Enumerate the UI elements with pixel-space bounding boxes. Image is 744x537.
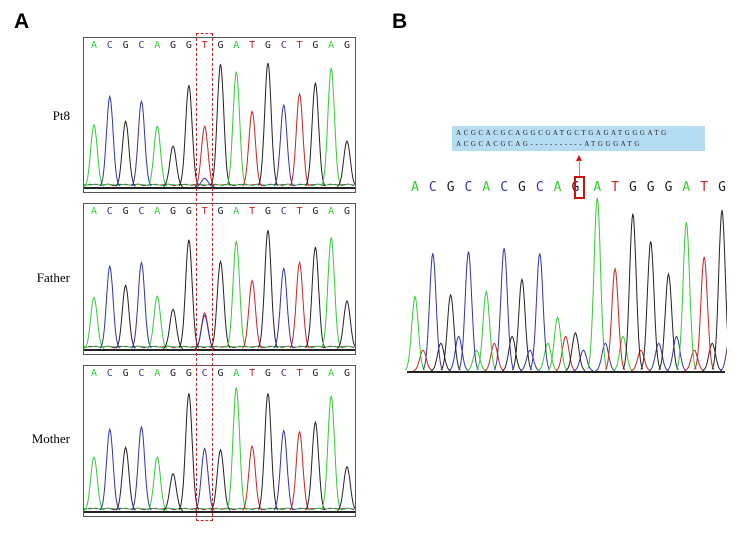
base-call: C — [500, 180, 509, 195]
panel-label-a: A — [14, 10, 30, 33]
base-call: G — [185, 206, 192, 217]
base-call: A — [328, 368, 335, 379]
base-call: A — [154, 368, 161, 379]
base-call: A — [233, 206, 240, 217]
base-call: C — [535, 180, 544, 195]
base-call: T — [201, 40, 208, 51]
base-call: A — [328, 40, 335, 51]
base-call: A — [682, 180, 691, 195]
base-call: A — [328, 206, 335, 217]
sample-label-mother: Mother — [31, 431, 70, 446]
base-call: C — [138, 206, 145, 217]
base-call: G — [122, 368, 129, 379]
base-call: G — [312, 206, 319, 217]
sample-label-father: Father — [36, 270, 70, 285]
reference-sequence: ACGCACGCAGGCGATGCTGAGATGGGATG — [456, 129, 669, 137]
base-call: G — [217, 40, 224, 51]
base-call: G — [122, 206, 129, 217]
base-call: A — [233, 40, 240, 51]
base-call: G — [518, 180, 526, 195]
base-call: G — [312, 40, 319, 51]
trace-plot — [404, 197, 741, 373]
arrow-up-icon — [576, 155, 582, 161]
base-call: G — [664, 180, 673, 195]
base-call: A — [411, 180, 419, 195]
base-call: G — [718, 180, 726, 195]
base-call: A — [90, 368, 98, 379]
base-call: G — [170, 368, 177, 379]
base-call: C — [280, 40, 287, 51]
base-call: C — [106, 206, 113, 217]
base-call: A — [90, 40, 98, 51]
base-call: C — [106, 368, 113, 379]
base-call: G — [122, 40, 129, 51]
base-call: C — [106, 40, 113, 51]
base-call: C — [464, 180, 473, 195]
base-call: T — [201, 206, 208, 217]
base-call: A — [154, 206, 161, 217]
base-call: G — [646, 180, 655, 195]
chromatogram-proband-deletion — [404, 190, 741, 375]
base-call: G — [170, 40, 177, 51]
base-call: G — [343, 368, 351, 379]
base-call: A — [553, 180, 562, 195]
base-call: G — [185, 368, 192, 379]
base-call: C — [428, 180, 437, 195]
trace-plot — [84, 230, 355, 351]
base-call: G — [264, 368, 271, 379]
deletion-breakpoint-box — [574, 176, 585, 199]
base-call: G — [343, 206, 351, 217]
panel-label-b: B — [392, 10, 408, 33]
base-call: C — [280, 206, 287, 217]
sequence-alignment: ACGCACGCAGGCGATGCTGAGATGGGATG ACGCACGCAG… — [452, 126, 705, 151]
base-call: G — [628, 180, 637, 195]
base-call: T — [611, 180, 619, 195]
base-call: G — [446, 180, 455, 195]
base-call: G — [217, 368, 224, 379]
base-call: G — [264, 206, 271, 217]
base-call: A — [482, 180, 491, 195]
base-call: G — [264, 40, 271, 51]
variant-highlight-box — [196, 33, 213, 521]
base-call: G — [217, 206, 224, 217]
base-call: T — [296, 40, 303, 51]
base-call: G — [185, 40, 192, 51]
base-call: C — [138, 368, 145, 379]
base-call: A — [593, 180, 602, 195]
base-call: T — [700, 180, 709, 195]
base-call: G — [170, 206, 177, 217]
base-call: T — [249, 40, 256, 51]
base-call: G — [312, 368, 319, 379]
arrow-shaft — [579, 160, 580, 177]
sample-label-pt8: Pt8 — [52, 108, 70, 123]
base-call: A — [90, 206, 98, 217]
mutant-sequence: ACGCACGCAG-----------ATGGGATG — [456, 140, 642, 148]
base-call: T — [249, 368, 256, 379]
base-call: T — [249, 206, 256, 217]
base-call: G — [343, 40, 351, 51]
base-call: A — [233, 368, 240, 379]
base-call: C — [201, 368, 208, 379]
trace-plot — [84, 387, 355, 513]
base-call: C — [138, 40, 145, 51]
trace-plot — [84, 62, 355, 189]
base-call: A — [154, 40, 161, 51]
base-call: T — [296, 368, 303, 379]
base-call: C — [280, 368, 287, 379]
base-call: T — [296, 206, 303, 217]
